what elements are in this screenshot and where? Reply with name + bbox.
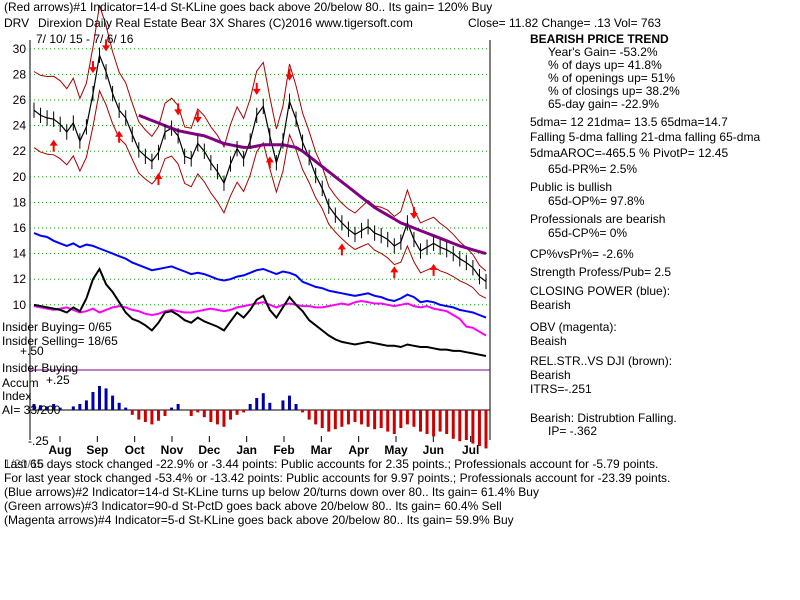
- obv-label: OBV (magenta):: [530, 320, 617, 334]
- red-arrow-down: [102, 39, 111, 52]
- y-tick-label: 16: [13, 221, 27, 235]
- security-name: Direxion Daily Real Estate Bear 3X Share…: [38, 16, 413, 30]
- y-tick-label: 22: [13, 144, 27, 158]
- red-arrow-up: [49, 139, 58, 152]
- indicator1-label: (Red arrows)#1 Indicator=14-d St-KLine g…: [4, 0, 493, 14]
- openings-up: % of openings up= 51%: [548, 71, 676, 85]
- falling-dma: Falling 5-dma falling 21-dma falling 65-…: [530, 130, 761, 144]
- month-label-dec: Dec: [198, 443, 220, 457]
- month-label-nov: Nov: [161, 443, 184, 457]
- red-arrow-up: [337, 243, 346, 256]
- y-tick-label: 14: [13, 247, 27, 261]
- upper-band-line: [33, 5, 487, 272]
- month-label-mar: Mar: [311, 443, 333, 457]
- pr-percent: 65d-PR%= 2.5%: [548, 162, 638, 176]
- month-label-feb: Feb: [273, 443, 294, 457]
- red-arrow-up: [115, 130, 124, 143]
- relstr-label: REL.STR..VS DJI (brown):: [530, 354, 673, 368]
- cp-vs-pr: CP%vsPr%= -2.6%: [530, 247, 634, 261]
- y-tick-label: 10: [13, 298, 27, 312]
- footer-green-arrows: (Green arrows)#3 Indicator=90-d St-PctD …: [4, 499, 502, 513]
- month-label-aug: Aug: [48, 443, 71, 457]
- ticker-symbol: DRV: [4, 16, 30, 30]
- gain-65day: 65-day gain= -22.9%: [548, 97, 660, 111]
- obv-status: Beaish: [530, 334, 567, 348]
- insider-buying-label: Insider Buying= 0/65: [2, 320, 112, 334]
- red-arrow-up: [154, 172, 163, 185]
- red-arrow-down: [88, 61, 97, 74]
- index-label: Index: [2, 389, 32, 403]
- date-range: 7/ 10/ 15 - 7/ 6/ 16: [36, 32, 134, 46]
- accum-plus25-label: +.25: [46, 373, 70, 387]
- closing-power-status: Bearish: [530, 298, 571, 312]
- closing-power-label: CLOSING POWER (blue):: [530, 284, 671, 298]
- cp-percent: 65d-CP%= 0%: [548, 226, 628, 240]
- accum-minus25-label: -.25: [28, 434, 49, 448]
- red-arrow-down: [409, 207, 418, 220]
- month-label-jul: Jul: [462, 443, 479, 457]
- distribution-status: Bearish: Distrubtion Falling.: [530, 411, 677, 425]
- ip-value: IP= -.362: [548, 424, 598, 438]
- op-percent: 65d-OP%= 97.8%: [548, 194, 645, 208]
- red-arrow-up: [429, 263, 438, 276]
- y-tick-label: 18: [13, 195, 27, 209]
- y-tick-label: 20: [13, 170, 27, 184]
- footer-magenta-arrows: (Magenta arrows)#4 Indicator=5-d St-KLin…: [4, 513, 514, 527]
- y-tick-label: 30: [13, 42, 27, 56]
- red-arrow-down: [174, 103, 183, 116]
- close-change-volume: Close= 11.82 Change= .13 Vol= 763: [468, 16, 661, 30]
- red-arrow-up: [390, 266, 399, 279]
- obv-line: [33, 299, 487, 337]
- dma-values: 5dma= 12 21dma= 13.5 65dma=14.7: [530, 115, 728, 129]
- red-arrow-down: [252, 82, 261, 95]
- red-arrow-up: [265, 156, 274, 169]
- month-label-jun: Jun: [423, 443, 444, 457]
- trend-title: BEARISH PRICE TREND: [530, 32, 669, 46]
- ma65-line: [138, 113, 487, 256]
- month-label-oct: Oct: [125, 443, 145, 457]
- ai-label: AI= 33/200: [2, 403, 61, 417]
- professionals-status: Professionals are bearish: [530, 212, 666, 226]
- relstr-line: [33, 266, 487, 357]
- aroc-pivot: 5dmaAROC=-465.5 % PivotP= 12.45: [530, 146, 729, 160]
- footer-65day: Last 65 days stock changed -22.9% or -3.…: [4, 457, 659, 471]
- overlap-date: 1/20/16: [4, 457, 45, 471]
- footer-year: For last year stock changed -53.4% or -1…: [4, 471, 671, 485]
- strength-ratio: Strength Profess/Pub= 2.5: [530, 265, 672, 279]
- y-tick-label: 26: [13, 93, 27, 107]
- relstr-status: Bearish: [530, 368, 571, 382]
- red-arrow-down: [285, 68, 294, 81]
- lower-band-line: [33, 89, 487, 299]
- footer-blue-arrows: (Blue arrows)#2 Indicator=14-d St-KLine …: [4, 485, 539, 499]
- y-tick-label: 28: [13, 67, 27, 81]
- public-status: Public is bullish: [530, 180, 613, 194]
- days-up: % of days up= 41.8%: [548, 58, 662, 72]
- price-line: [33, 52, 487, 282]
- month-label-may: May: [384, 443, 408, 457]
- itrs-value: ITRS=-.251: [530, 382, 592, 396]
- accum-label: Accum: [2, 376, 39, 390]
- closings-up: % of closings up= 38.2%: [548, 84, 680, 98]
- price-chart: 30 28 26 24 22 20 18 16 14 12 10 Aug Sep Oct Nov Dec Jan…: [13, 5, 491, 457]
- accum-plus50-label: +.50: [20, 344, 44, 358]
- month-label-apr: Apr: [348, 443, 369, 457]
- red-arrow-down: [193, 111, 202, 124]
- years-gain: Year's Gain= -53.2%: [548, 45, 658, 59]
- insider-selling-label: Insider Selling= 18/65: [2, 334, 118, 348]
- y-tick-label: 24: [13, 119, 27, 133]
- closing-power-line: [33, 232, 487, 319]
- month-label-sep: Sep: [86, 443, 108, 457]
- insider-buying-key: Insider Buying: [2, 361, 79, 375]
- month-label-jan: Jan: [236, 443, 257, 457]
- y-tick-label: 12: [13, 272, 27, 286]
